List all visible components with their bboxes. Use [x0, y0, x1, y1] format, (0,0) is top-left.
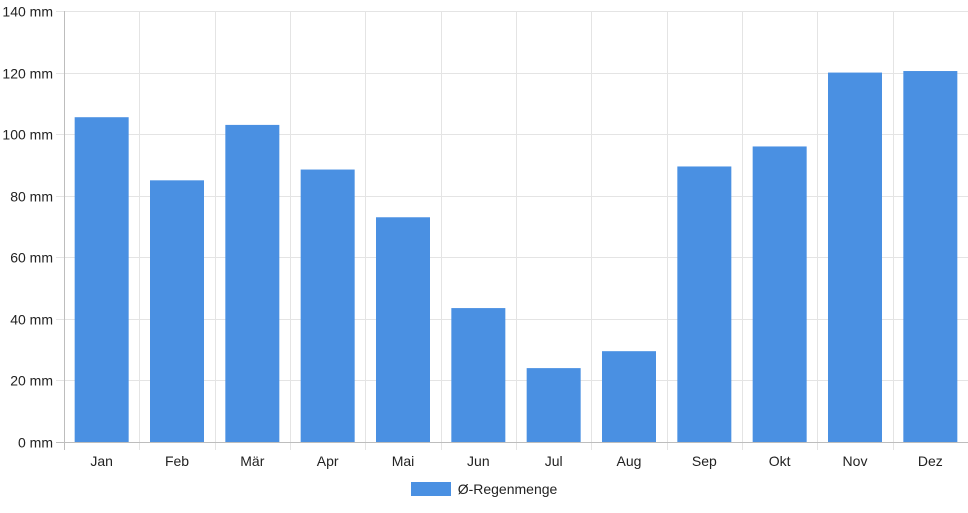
bar[interactable]: [150, 180, 204, 443]
legend[interactable]: Ø-Regenmenge: [0, 481, 968, 497]
x-tick-label: Feb: [165, 453, 189, 469]
x-tick-label: Mär: [240, 453, 264, 469]
bar[interactable]: [74, 117, 129, 442]
x-tick-label: Jan: [90, 453, 113, 469]
bar[interactable]: [300, 169, 355, 442]
bar[interactable]: [903, 71, 958, 443]
bar[interactable]: [602, 351, 656, 442]
y-tick-label: 40 mm: [10, 312, 53, 328]
bar[interactable]: [225, 124, 280, 443]
bar[interactable]: [376, 217, 430, 442]
legend-label: Ø-Regenmenge: [457, 481, 558, 497]
y-tick-label: 20 mm: [10, 373, 53, 389]
bar[interactable]: [752, 146, 807, 442]
x-tick-label: Jul: [545, 453, 563, 469]
x-tick-label: Sep: [692, 453, 717, 469]
bar[interactable]: [828, 72, 882, 443]
y-tick-label: 0 mm: [18, 435, 53, 451]
x-tick-label: Mai: [392, 453, 415, 469]
bar[interactable]: [677, 166, 732, 443]
bar[interactable]: [526, 368, 581, 442]
y-tick-label: 60 mm: [10, 250, 53, 266]
y-tick-label: 120 mm: [2, 66, 53, 82]
legend-swatch: [410, 482, 451, 496]
x-tick-label: Nov: [843, 453, 868, 469]
y-tick-label: 80 mm: [10, 189, 53, 205]
x-tick-label: Apr: [317, 453, 339, 469]
x-tick-label: Okt: [769, 453, 791, 469]
y-tick-label: 140 mm: [2, 4, 53, 20]
y-tick-label: 100 mm: [2, 127, 53, 143]
x-tick-label: Dez: [918, 453, 943, 469]
bar[interactable]: [451, 308, 506, 442]
x-tick-label: Jun: [467, 453, 490, 469]
x-tick-label: Aug: [617, 453, 642, 469]
